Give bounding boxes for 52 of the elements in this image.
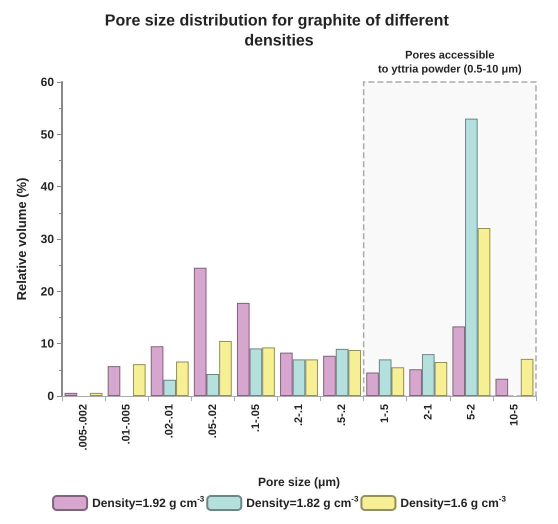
bar: [422, 354, 435, 396]
bar: [150, 346, 164, 396]
band-label: Pores accessible to yttria powder (0.5-10 μm): [378, 49, 522, 76]
bar: [108, 366, 120, 396]
bar: [176, 361, 189, 396]
bar: [262, 347, 275, 396]
bar: [250, 348, 262, 396]
bar: [280, 352, 293, 396]
x-tick-label: 2-1: [422, 404, 434, 420]
x-tick-label: .02-.01: [164, 404, 176, 438]
bar: [206, 374, 220, 396]
y-tick-label: 0: [47, 389, 54, 403]
y-tick-label: 10: [40, 336, 54, 351]
bar: [495, 378, 508, 396]
x-tick-label: .5-.2: [336, 404, 348, 426]
bar: [465, 118, 478, 396]
bar: [64, 392, 78, 396]
x-tick-label: .05-.02: [206, 404, 219, 438]
x-tick-label: .01-.005: [120, 404, 133, 444]
bar: [478, 228, 490, 396]
x-tick-label: 5-2: [465, 404, 478, 420]
y-tick-label: 40: [40, 180, 54, 194]
bar: [366, 372, 379, 396]
bar: [434, 362, 448, 396]
bar: [292, 359, 306, 396]
bar: [348, 350, 362, 396]
bar: [219, 341, 232, 396]
bar: [194, 268, 206, 396]
x-tick-label: .005-.002: [78, 404, 90, 450]
bar: [90, 392, 103, 396]
x-tick-label: 10-5: [508, 404, 520, 426]
bar: [236, 302, 250, 396]
bar: [132, 364, 146, 396]
bar: [336, 348, 348, 396]
bar: [409, 369, 422, 396]
x-tick-label: 1-.5: [379, 404, 392, 423]
y-tick-label: 30: [40, 232, 54, 246]
x-tick-label: .2-.1: [293, 404, 305, 426]
bar: [163, 380, 176, 396]
bar: [378, 359, 392, 396]
chart-title: Pore size distribution for graphite of different densities: [104, 12, 454, 50]
y-tick-label: 50: [40, 127, 54, 142]
y-tick-label: 60: [40, 75, 54, 89]
x-axis-title: Pore size (μm): [258, 475, 340, 489]
bar: [305, 359, 318, 396]
x-tick-label: .1-.05: [250, 404, 262, 432]
bar: [520, 358, 534, 396]
bar: [452, 326, 466, 396]
bar: [323, 356, 336, 396]
y-tick-label: 20: [40, 284, 54, 298]
bar: [392, 367, 404, 396]
y-axis-title: Relative volume (%): [14, 178, 29, 300]
